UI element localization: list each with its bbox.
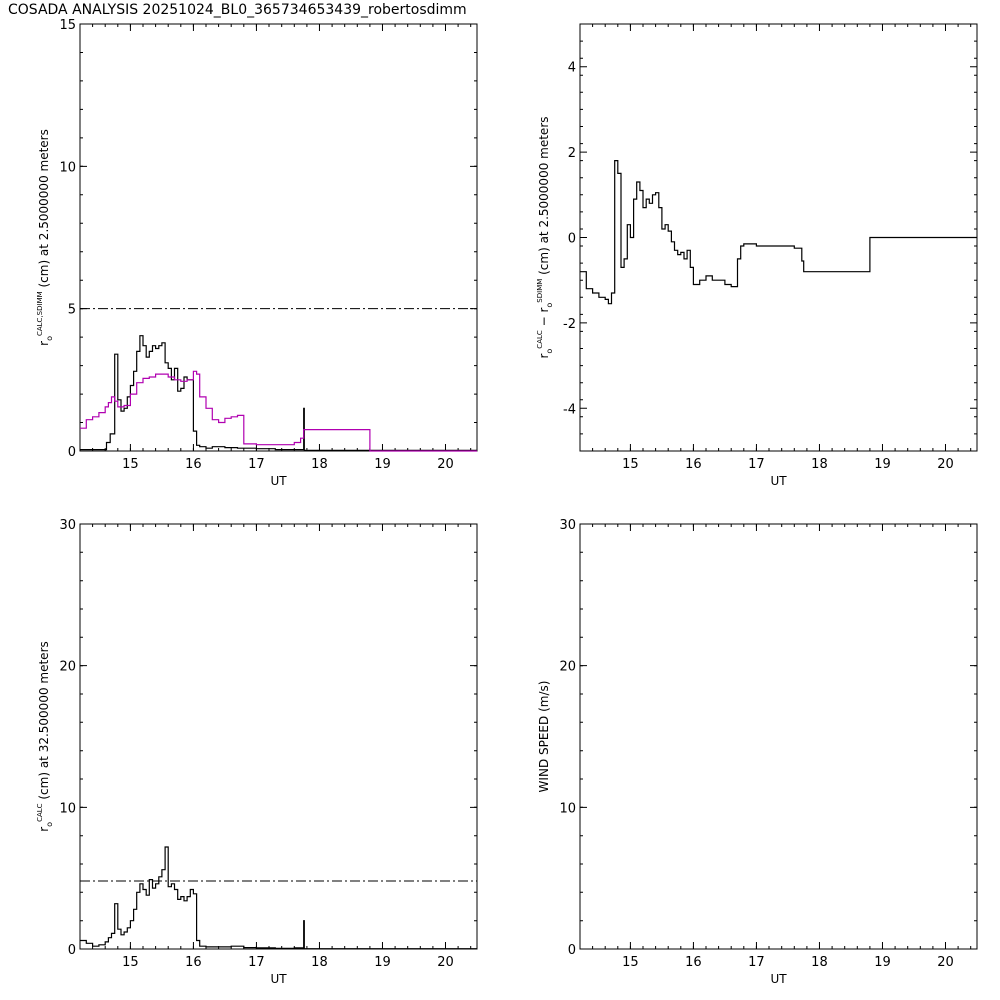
y-minor-ticks — [80, 23, 477, 452]
series-calc — [80, 335, 477, 451]
x-tick-label: 15 — [122, 955, 139, 970]
x-tick-label: 17 — [748, 955, 765, 970]
series-calc32 — [80, 846, 477, 950]
x-tick-label: 18 — [311, 457, 328, 472]
panel-r0-difference: 15 16 17 18 19 20 -4 -2 0 2 4 UT roCALC − roSDIMM (c… — [536, 23, 978, 488]
y-tick-label: 0 — [68, 445, 76, 460]
x-tick-label: 16 — [685, 955, 702, 970]
x-tick-label: 16 — [185, 457, 202, 472]
x-tick-label: 15 — [122, 457, 139, 472]
y-tick-label: 10 — [59, 160, 76, 175]
y-tick-label: 0 — [568, 943, 576, 958]
y-axis-label: roCALC (cm) at 32.500000 meters — [36, 641, 54, 832]
series-diff — [580, 160, 977, 305]
panel-r0-calc-32m: 15 16 17 18 19 20 0 10 20 30 UT roCALC (cm) at 32.5… — [36, 518, 478, 986]
y-tick-label: 10 — [559, 801, 576, 816]
x-tick-label: 17 — [248, 457, 265, 472]
y-tick-label: 20 — [559, 660, 576, 675]
plot-frame — [79, 523, 478, 950]
x-tick-label: 15 — [622, 955, 639, 970]
x-axis-label: UT — [270, 474, 287, 488]
y-axis-label: WIND SPEED (m/s) — [537, 681, 551, 793]
x-axis-label: UT — [770, 474, 787, 488]
x-tick-label: 19 — [874, 955, 891, 970]
y-tick-label: 2 — [568, 146, 576, 161]
x-tick-label: 19 — [374, 457, 391, 472]
x-tick-label: 18 — [311, 955, 328, 970]
x-minor-ticks — [79, 524, 472, 949]
x-tick-label: 20 — [937, 955, 954, 970]
y-minor-ticks — [580, 523, 977, 950]
x-tick-label: 19 — [374, 955, 391, 970]
x-axis-label: UT — [270, 972, 287, 986]
x-tick-label: 20 — [437, 955, 454, 970]
y-tick-label: -4 — [563, 402, 576, 417]
y-tick-label: -2 — [563, 317, 576, 332]
y-tick-label: 10 — [59, 801, 76, 816]
page-title: COSADA ANALYSIS 20251024_BL0_36573465343… — [8, 2, 467, 18]
y-tick-label: 15 — [59, 18, 76, 33]
y-tick-label: 20 — [59, 660, 76, 675]
y-tick-label: 0 — [568, 232, 576, 247]
x-tick-label: 19 — [874, 457, 891, 472]
series-sdimm — [80, 370, 477, 452]
y-tick-label: 4 — [568, 61, 576, 76]
x-tick-label: 16 — [685, 457, 702, 472]
y-tick-label: 0 — [68, 943, 76, 958]
y-axis-label: roCALC,SDIMM (cm) at 2.5000000 meters — [36, 129, 54, 346]
x-tick-label: 17 — [748, 457, 765, 472]
x-minor-ticks — [79, 24, 472, 451]
y-tick-label: 5 — [68, 303, 76, 318]
y-axis-label: roCALC − roSDIMM (cm) at 2.5000000 meter… — [536, 116, 554, 358]
x-tick-label: 18 — [811, 457, 828, 472]
x-minor-ticks — [579, 524, 972, 949]
y-tick-label: 30 — [59, 518, 76, 533]
panel-r0-calc-sdimm: 15 16 17 18 19 20 0 5 10 15 UT roCALC,SDIMM (cm) at… — [36, 18, 478, 488]
x-tick-label: 18 — [811, 955, 828, 970]
plot-frame — [579, 523, 978, 950]
x-tick-label: 15 — [622, 457, 639, 472]
x-tick-label: 16 — [185, 955, 202, 970]
x-tick-label: 17 — [248, 955, 265, 970]
x-tick-label: 20 — [937, 457, 954, 472]
y-tick-label: 30 — [559, 518, 576, 533]
plot-frame — [79, 23, 478, 452]
panel-wind-speed: 15 16 17 18 19 20 0 10 20 30 UT WIND SPEED (m/s) — [537, 518, 978, 986]
x-axis-label: UT — [770, 972, 787, 986]
y-minor-ticks — [580, 23, 977, 452]
x-tick-label: 20 — [437, 457, 454, 472]
